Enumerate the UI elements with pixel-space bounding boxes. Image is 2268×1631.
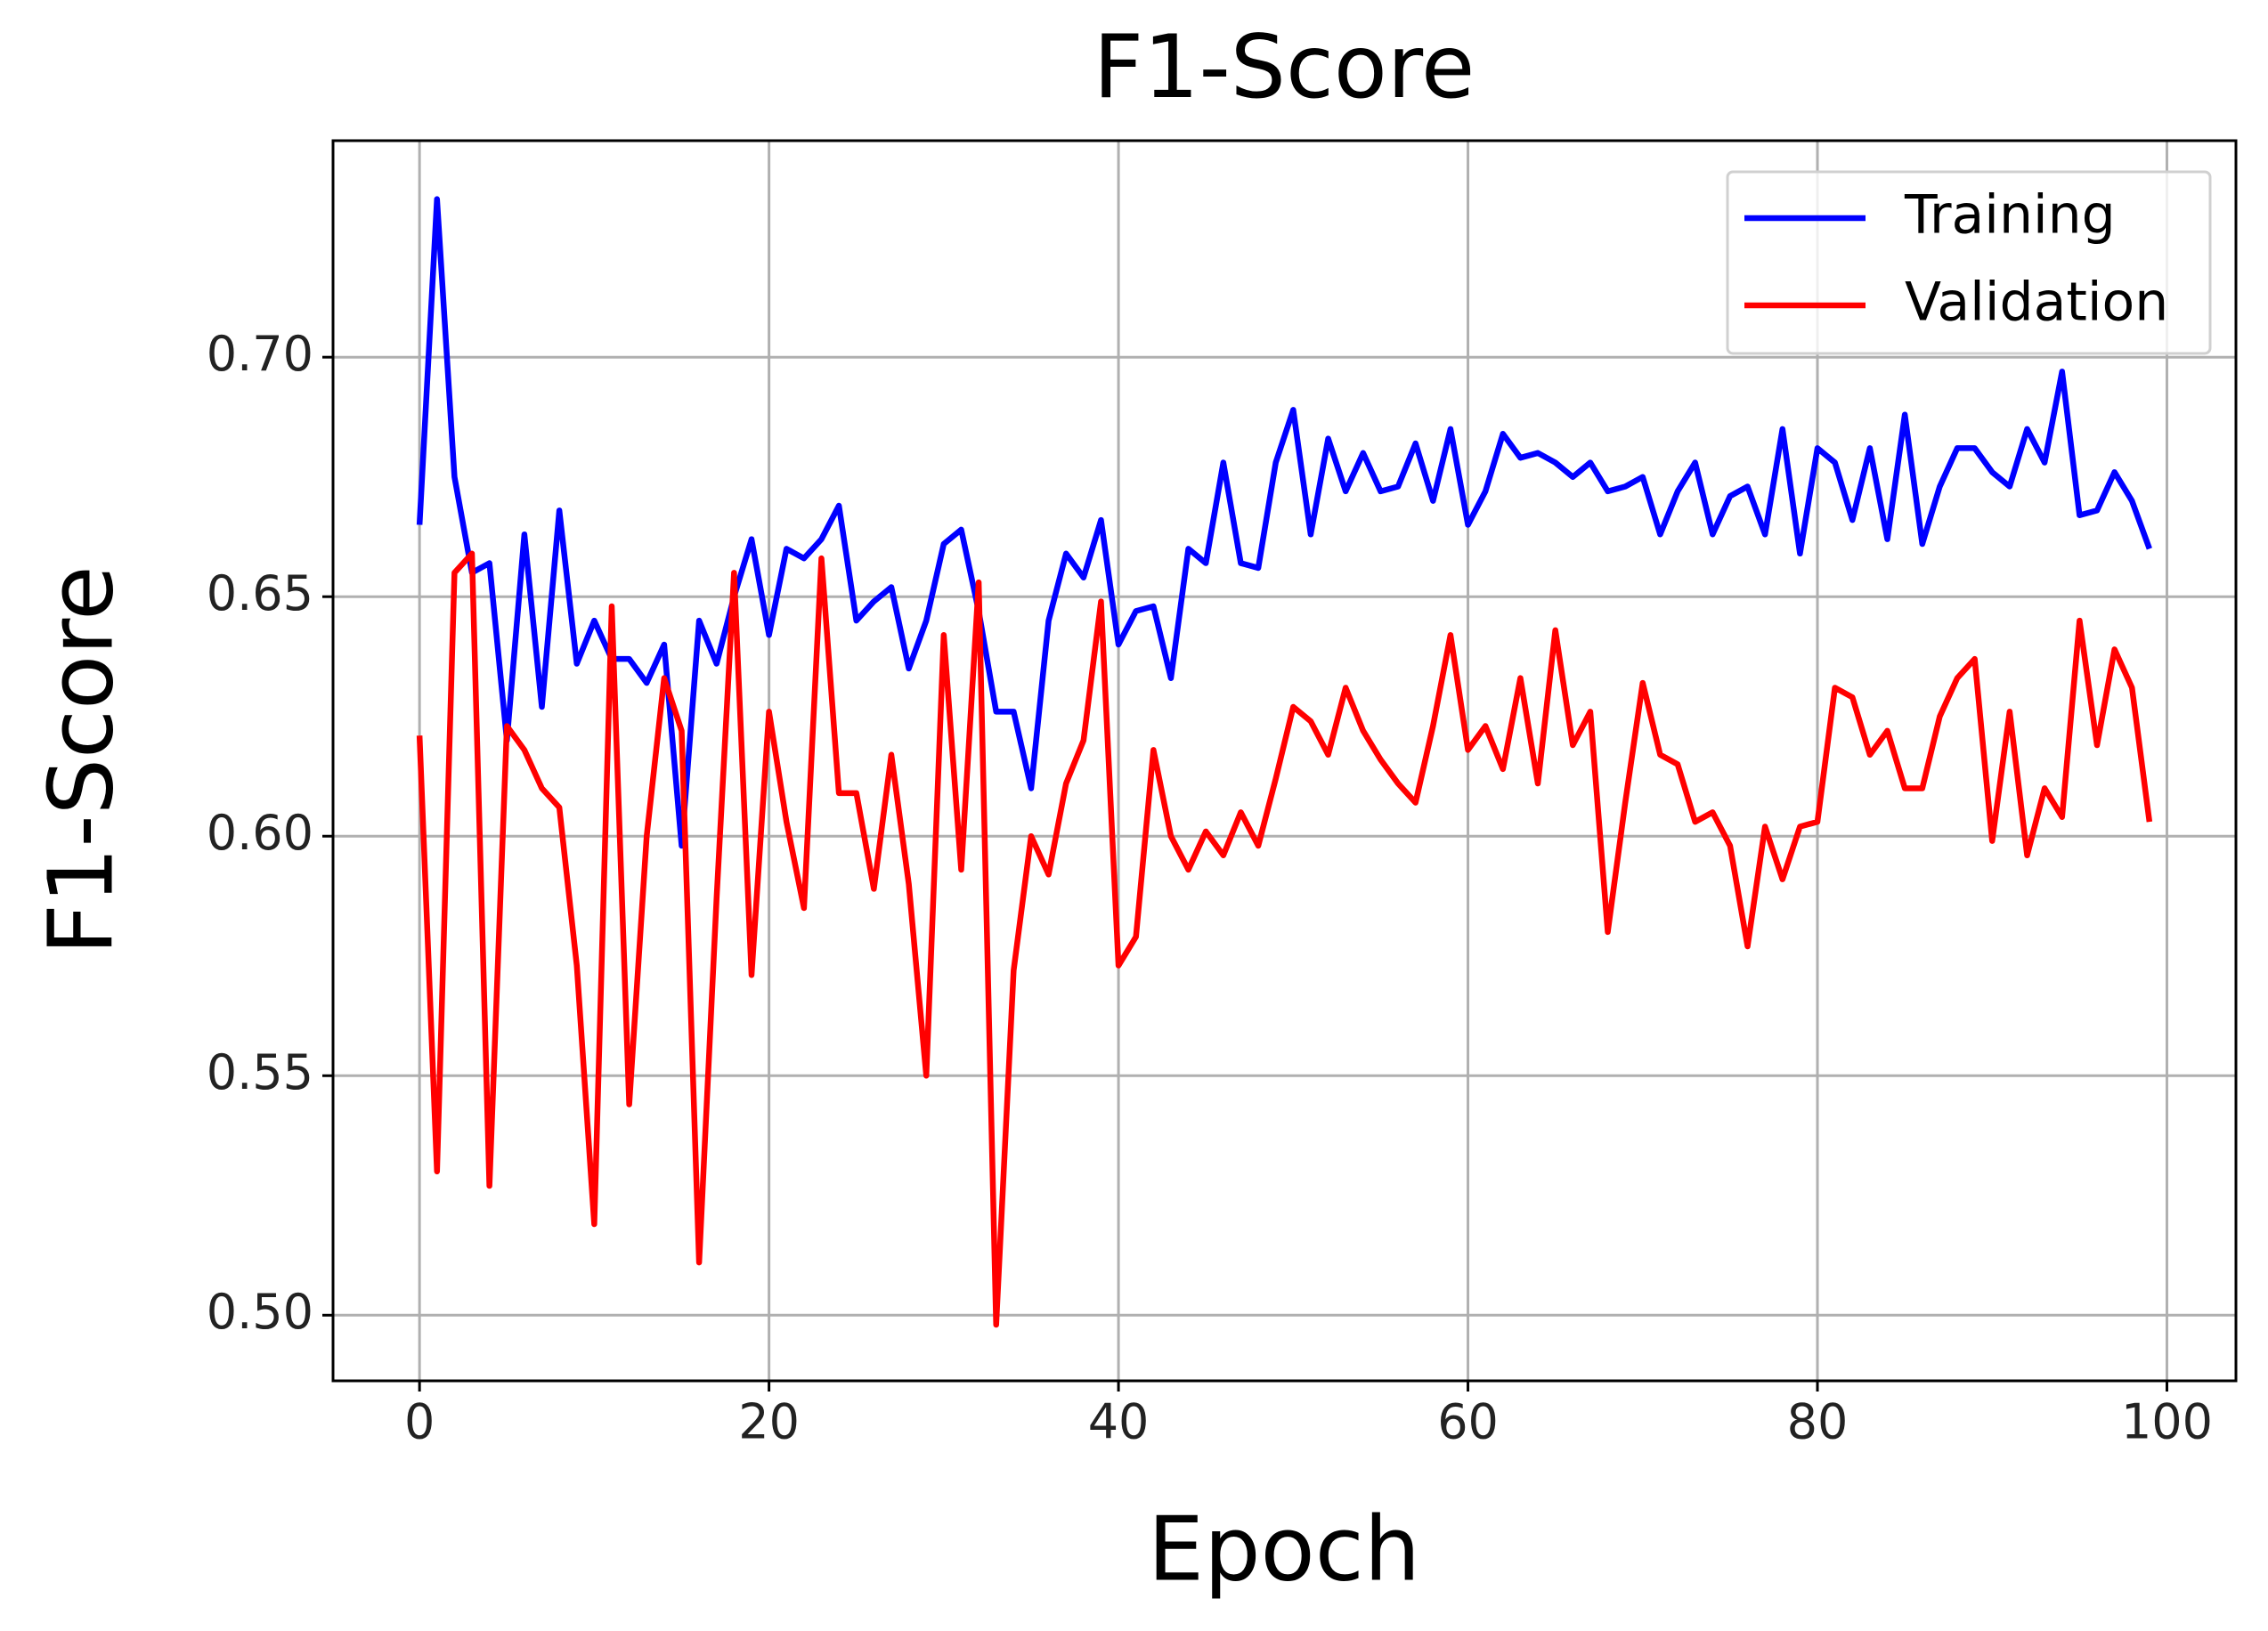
y-tick-label: 0.60 xyxy=(207,805,313,861)
data-line xyxy=(416,550,2153,1328)
y-tick-label: 0.70 xyxy=(207,326,313,382)
x-tick-label: 80 xyxy=(1787,1394,1849,1450)
x-tick-label: 40 xyxy=(1088,1394,1150,1450)
chart-title: F1-Score xyxy=(1093,17,1475,118)
plot-frame xyxy=(331,139,2238,1383)
data-line xyxy=(416,196,2152,849)
y-axis-label: F1-Score xyxy=(28,565,133,954)
x-tick-label: 0 xyxy=(404,1394,435,1450)
x-axis-label: Epoch xyxy=(1148,1497,1420,1601)
x-tick-label: 60 xyxy=(1437,1394,1499,1450)
x-tick-label: 20 xyxy=(738,1394,800,1450)
x-tick-label: 100 xyxy=(2121,1394,2213,1450)
y-tick-label: 0.50 xyxy=(207,1284,313,1340)
y-tick-label: 0.55 xyxy=(207,1044,313,1100)
legend-label: Validation xyxy=(1905,272,2168,334)
y-tick-label: 0.65 xyxy=(207,565,313,621)
legend-label: Training xyxy=(1904,184,2116,247)
